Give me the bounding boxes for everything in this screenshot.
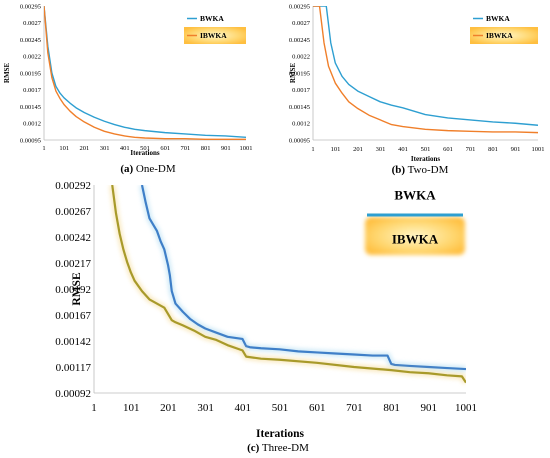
x-tick-label: 101	[59, 145, 69, 152]
y-tick-label: 0.0027	[23, 20, 42, 27]
x-tick-label: 501	[421, 146, 431, 153]
y-tick-label: 0.00245	[20, 37, 41, 44]
x-tick-label: 1	[91, 402, 97, 414]
x-tick-label: 201	[160, 402, 177, 414]
x-tick-label: 1001	[240, 145, 253, 152]
x-tick-label: 301	[376, 146, 386, 153]
series-line-bwka	[140, 185, 466, 371]
x-tick-label: 801	[383, 402, 400, 414]
x-tick-label: 701	[466, 146, 476, 153]
x-tick-label: 301	[100, 145, 110, 152]
y-tick-label: 0.00267	[55, 206, 91, 218]
legend-label-bwka: BWKA	[200, 14, 224, 23]
x-tick-label: 801	[488, 146, 498, 153]
y-tick-label: 0.0022	[23, 54, 41, 61]
y-tick-label: 0.00095	[289, 137, 310, 144]
y-tick-label: 0.0012	[23, 121, 41, 128]
y-axis-title: RMSE	[3, 63, 11, 84]
chart-panel-2: 0.00295 0.0027 0.00245 0.0022 0.00195 0.0017 0…	[289, 3, 545, 176]
x-tick-label: 1001	[455, 402, 477, 414]
y-tick-label: 0.00142	[55, 336, 91, 348]
x-axis-title: Iterations	[256, 428, 304, 440]
chart-caption: (a) One-DM	[120, 163, 176, 175]
y-tick-label: 0.00292	[55, 180, 91, 192]
legend: BWKA IBWKA	[470, 14, 538, 44]
legend-highlight	[184, 27, 246, 44]
chart-caption: (c) Three-DM	[247, 442, 309, 454]
x-tick-label: 401	[235, 402, 252, 414]
x-tick-label: 501	[140, 145, 150, 152]
series-line-ibwka	[44, 6, 246, 140]
y-tick-label: 0.00195	[20, 70, 41, 77]
y-tick-label: 0.0012	[292, 121, 310, 128]
y-tick-label: 0.00192	[55, 284, 91, 296]
y-tick-label: 0.00295	[20, 3, 41, 10]
series-line-ibwka	[313, 6, 538, 134]
x-tick-label: 601	[443, 146, 453, 153]
legend-label-ibwka: IBWKA	[200, 31, 227, 40]
legend: BWKA IBWKA	[365, 188, 465, 255]
x-tick-label: 1	[311, 146, 314, 153]
x-tick-label: 901	[511, 146, 521, 153]
y-tick-label: 0.00217	[55, 258, 91, 270]
caption-text: Two-DM	[405, 164, 449, 176]
y-tick-label: 0.0027	[292, 20, 311, 27]
y-tick-label: 0.0022	[292, 54, 310, 61]
y-tick-label: 0.00095	[20, 137, 41, 144]
series-line-bwka	[44, 6, 246, 139]
x-tick-label: 201	[353, 146, 363, 153]
legend: BWKA IBWKA	[184, 14, 246, 44]
series-line-bwka	[313, 6, 538, 126]
legend-label-bwka: BWKA	[394, 188, 436, 203]
chart-panel-3: 0.00292 0.00267 0.00242 0.00217 0.00192 0.001…	[55, 180, 477, 454]
legend-highlight	[365, 217, 465, 255]
x-tick-label: 801	[201, 145, 211, 152]
y-tick-label: 0.00195	[289, 70, 310, 77]
x-tick-label: 1	[42, 145, 45, 152]
x-tick-label: 701	[346, 402, 363, 414]
y-tick-label: 0.00145	[289, 104, 310, 111]
y-tick-label: 0.00242	[55, 232, 91, 244]
legend-highlight	[470, 27, 538, 44]
x-axis-title: Iterations	[411, 155, 440, 163]
x-tick-label: 601	[309, 402, 326, 414]
x-tick-label: 701	[181, 145, 191, 152]
x-tick-label: 601	[160, 145, 170, 152]
x-tick-label: 901	[221, 145, 231, 152]
x-tick-label: 201	[80, 145, 90, 152]
x-tick-label: 401	[120, 145, 130, 152]
legend-label-bwka: BWKA	[486, 14, 510, 23]
y-tick-label: 0.0017	[292, 87, 311, 94]
caption-letter: (c)	[247, 442, 260, 454]
x-tick-label: 1001	[532, 146, 545, 153]
y-tick-label: 0.00245	[289, 37, 310, 44]
y-axis-title: RMSE	[289, 63, 297, 84]
y-tick-label: 0.0017	[23, 87, 42, 94]
caption-letter: (b)	[392, 164, 406, 176]
y-tick-label: 0.00295	[289, 3, 310, 10]
y-tick-label: 0.00117	[56, 362, 92, 374]
x-tick-label: 401	[398, 146, 408, 153]
y-tick-label: 0.00145	[20, 104, 41, 111]
x-tick-label: 101	[331, 146, 341, 153]
x-tick-label: 101	[123, 402, 140, 414]
x-tick-label: 501	[272, 402, 289, 414]
legend-label-ibwka: IBWKA	[486, 31, 513, 40]
x-axis-title: Iterations	[130, 149, 159, 157]
y-tick-label: 0.00167	[55, 310, 91, 322]
chart-panel-1: 0.00295 0.0027 0.00245 0.0022 0.00195 0.0017 0…	[3, 3, 253, 175]
y-axis-title: RMSE	[71, 272, 83, 306]
caption-text: One-DM	[133, 163, 176, 175]
x-tick-label: 901	[421, 402, 438, 414]
y-tick-label: 0.00092	[55, 388, 91, 400]
x-tick-label: 301	[197, 402, 214, 414]
series-glow-bwka	[139, 185, 466, 373]
caption-letter: (a)	[120, 163, 133, 175]
legend-label-ibwka: IBWKA	[392, 232, 439, 247]
chart-caption: (b) Two-DM	[392, 164, 449, 176]
caption-text: Three-DM	[259, 442, 309, 454]
series-line-ibwka	[111, 185, 466, 384]
